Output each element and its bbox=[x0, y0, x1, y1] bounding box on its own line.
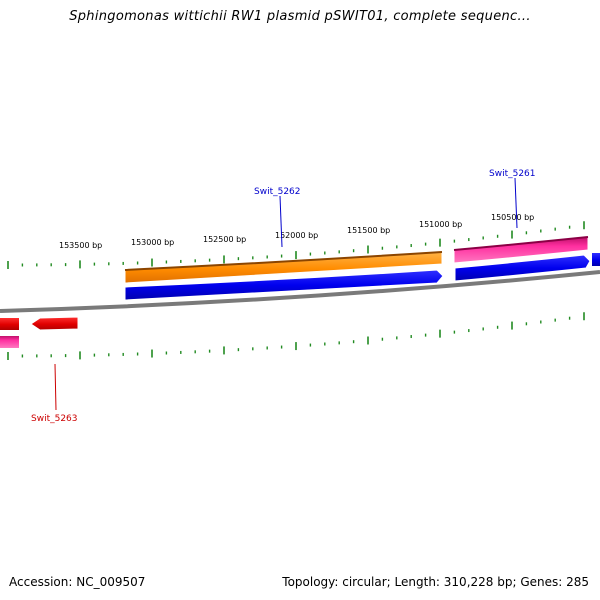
outer-tick-ruler bbox=[7, 221, 585, 270]
gene-label-leader bbox=[514, 177, 518, 229]
gene-label-leader bbox=[279, 195, 283, 248]
pink-feature-edge bbox=[453, 236, 589, 251]
genome-stats-text: Topology: circular; Length: 310,228 bp; … bbox=[282, 575, 589, 589]
gene-label-swit-5263[interactable]: Swit_5263 bbox=[31, 414, 78, 424]
accession-text: Accession: NC_009507 bbox=[9, 575, 146, 589]
ruler-label: 153500 bp bbox=[59, 241, 102, 250]
gene-label-swit-5262[interactable]: Swit_5262 bbox=[254, 187, 301, 197]
plasmid-backbone bbox=[0, 270, 600, 313]
blue-feature-arrow-right[interactable] bbox=[454, 254, 591, 282]
ruler-labels: 153500 bp 153000 bp 152500 bp 152000 bp … bbox=[59, 213, 534, 250]
orange-feature-edge bbox=[124, 251, 443, 271]
ruler-label: 152000 bp bbox=[275, 231, 318, 240]
ruler-label: 150500 bp bbox=[491, 213, 534, 222]
ruler-label: 151000 bp bbox=[419, 220, 462, 229]
gene-label-swit-5261[interactable]: Swit_5261 bbox=[489, 169, 536, 179]
ruler-label: 151500 bp bbox=[347, 226, 390, 235]
map-title: Sphingomonas wittichii RW1 plasmid pSWIT… bbox=[69, 9, 531, 24]
ruler-label: 152500 bp bbox=[203, 235, 246, 244]
inner-tick-ruler bbox=[7, 312, 585, 361]
red-feature-fragment[interactable] bbox=[0, 318, 19, 330]
blue-feature-arrow-left[interactable] bbox=[124, 269, 444, 301]
gene-label-leader bbox=[54, 363, 57, 411]
ruler-label: 153000 bp bbox=[131, 238, 174, 247]
pink-feature-fragment[interactable] bbox=[0, 336, 19, 348]
blue-feature-fragment[interactable] bbox=[592, 253, 600, 266]
red-feature-arrow-left[interactable] bbox=[30, 316, 79, 331]
